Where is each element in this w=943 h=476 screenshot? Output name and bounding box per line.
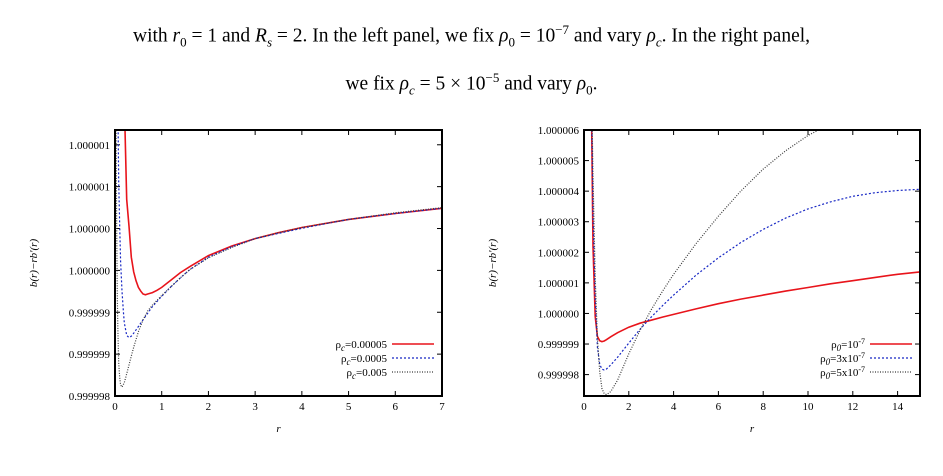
- y-tick-label: 0.999999: [69, 349, 111, 361]
- x-tick-label: 7: [439, 401, 445, 413]
- plot-frame: [583, 129, 921, 397]
- caption-math: ρ: [576, 73, 587, 95]
- caption-math: R: [255, 25, 267, 47]
- legend-label: ρc=0.0005: [341, 353, 387, 367]
- caption-math: c: [655, 34, 662, 50]
- y-tick-label: 0.999998: [69, 391, 111, 403]
- series-line-0: [124, 130, 442, 296]
- legend-label: ρc=0.005: [347, 367, 388, 381]
- caption-math: ρ: [646, 25, 656, 47]
- legend-label: ρ0=3x10-7: [820, 351, 865, 367]
- x-tick-label: 8: [760, 401, 766, 413]
- x-tick-label: 10: [803, 401, 815, 413]
- caption-text: = 10: [514, 25, 556, 47]
- caption-math: −5: [485, 70, 500, 86]
- caption-text: we fix: [345, 73, 400, 95]
- caption-math: c: [408, 82, 415, 98]
- series-line-0: [590, 130, 920, 343]
- caption-math: 0: [508, 34, 515, 50]
- y-tick-label: 1.000000: [538, 308, 580, 320]
- figure-caption: with r0 = 1 and Rs = 2. In the left pane…: [0, 0, 943, 109]
- x-tick-label: 2: [206, 401, 212, 413]
- caption-text: .: [592, 73, 598, 95]
- caption-math: 0: [586, 82, 593, 98]
- right-chart-panel: 0 2 4 6 8 10 12 14 0.999998 0.999999 1.000000 1.000…: [478, 108, 938, 443]
- caption-math: ρ: [399, 73, 409, 95]
- plot-frame: [114, 129, 443, 397]
- caption-text: = 2. In the left panel, we fix: [272, 25, 500, 47]
- right-chart: 0 2 4 6 8 10 12 14 0.999998 0.999999 1.000000 1.000…: [487, 125, 921, 435]
- y-tick-label: 1.000005: [538, 156, 580, 168]
- y-tick-label: 1.000000: [69, 224, 111, 236]
- series-line-1: [117, 130, 442, 339]
- y-tick-label: 1.000003: [538, 217, 580, 229]
- x-tick-label: 0: [112, 401, 118, 413]
- caption-line-2: we fix ρc = 5 × 10−5 and vary ρ0.: [0, 60, 943, 108]
- y-tick-label: 0.999999: [538, 339, 580, 351]
- y-tick-label: 1.000000: [69, 265, 111, 277]
- legend-label: ρ0=10-7: [831, 337, 865, 353]
- y-tick-label: 1.000001: [69, 182, 110, 194]
- y-tick-label: 0.999998: [538, 370, 580, 382]
- caption-text: and vary: [499, 73, 577, 95]
- legend-label: ρc=0.00005: [336, 339, 388, 353]
- x-tick-label: 6: [716, 401, 722, 413]
- caption-math: r: [172, 25, 181, 47]
- y-tick-label: 1.000002: [538, 247, 579, 259]
- y-tick-label: 0.999999: [69, 307, 111, 319]
- caption-math: s: [266, 34, 273, 50]
- caption-line-1: with r0 = 1 and Rs = 2. In the left pane…: [0, 12, 943, 60]
- x-tick-label: 4: [299, 401, 305, 413]
- caption-text: = 5 × 10: [414, 73, 486, 95]
- caption-math: −7: [555, 22, 570, 37]
- x-tick-label: 1: [159, 401, 165, 413]
- x-tick-label: 2: [626, 401, 632, 413]
- left-chart: 0 1 2 3 4 5 6 7 0.999998 0.999999 0.999999 1.000000…: [28, 129, 445, 435]
- x-tick-label: 3: [252, 401, 258, 413]
- x-tick-label: 6: [393, 401, 399, 413]
- x-tick-label: 5: [346, 401, 352, 413]
- legend-label: ρ0=5x10-7: [820, 365, 865, 381]
- caption-text: with: [132, 25, 173, 47]
- caption-math: ρ: [499, 25, 509, 47]
- y-tick-label: 1.000004: [538, 186, 580, 198]
- series-line-2: [591, 130, 820, 396]
- caption-text: = 1 and: [186, 25, 256, 47]
- x-tick-label: 4: [671, 401, 677, 413]
- x-tick-label: 14: [892, 401, 904, 413]
- x-axis-label: r: [276, 423, 281, 435]
- y-axis-label: b(r)−rb'(r): [28, 239, 40, 288]
- x-tick-label: 12: [847, 401, 858, 413]
- x-tick-label: 0: [581, 401, 587, 413]
- y-tick-label: 1.000006: [538, 125, 580, 137]
- y-axis-label: b(r)−rb'(r): [487, 239, 499, 288]
- caption-text: and vary: [569, 25, 647, 47]
- caption-math: 0: [180, 34, 187, 50]
- left-chart-panel: 0 1 2 3 4 5 6 7 0.999998 0.999999 0.999999 1.000000…: [15, 108, 460, 443]
- caption-text: . In the right panel,: [661, 25, 811, 47]
- x-axis-label: r: [750, 423, 755, 435]
- y-tick-label: 1.000001: [538, 278, 579, 290]
- series-line-2: [115, 130, 442, 389]
- series-line-1: [591, 130, 920, 371]
- y-tick-label: 1.000001: [69, 140, 110, 152]
